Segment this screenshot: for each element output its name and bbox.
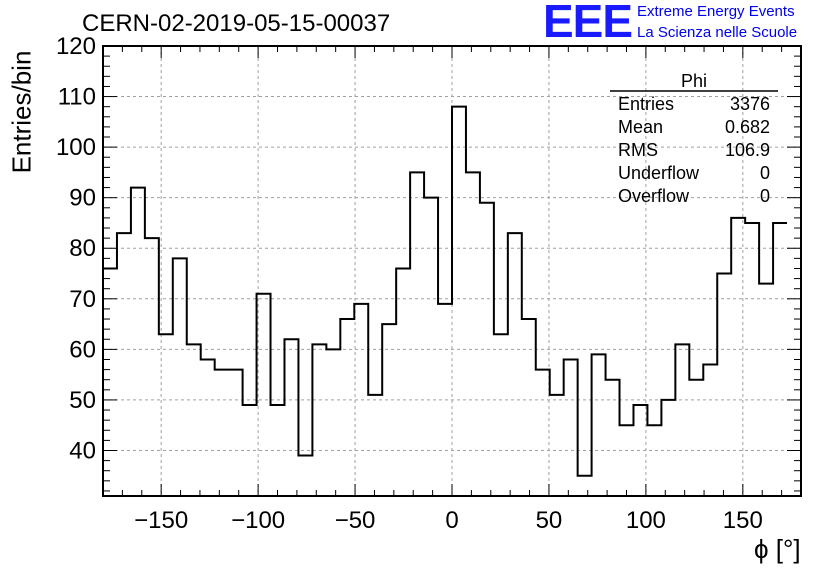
histogram-bin — [731, 218, 745, 496]
stats-box: Phi Entries 3376 Mean 0.682 RMS 106.9 Underflow… — [610, 71, 778, 206]
x-tick-label: −100 — [231, 507, 285, 534]
histogram-outline — [103, 105, 788, 477]
histogram-bin — [661, 400, 675, 496]
histogram-bin — [717, 274, 731, 496]
histogram-bin — [201, 359, 215, 496]
histogram-bin — [424, 198, 438, 496]
histogram-bin — [494, 334, 508, 496]
x-tick-label: −50 — [335, 507, 376, 534]
histogram-bin — [522, 319, 536, 496]
histogram-bin — [117, 233, 131, 496]
histogram-bin — [243, 405, 257, 496]
x-tick-label: 150 — [723, 507, 763, 534]
histogram-bin — [647, 425, 661, 496]
y-tick-label: 100 — [56, 134, 96, 161]
stats-label: Overflow — [618, 186, 690, 206]
x-tick-label: −150 — [134, 507, 188, 534]
histogram-bin — [271, 405, 285, 496]
histogram-bin — [382, 324, 396, 496]
histogram-bin — [689, 380, 703, 496]
x-tick-labels: −150 −100 −50 0 50 100 150 — [134, 507, 763, 534]
stats-name: Phi — [681, 71, 707, 91]
x-tick-label: 50 — [536, 507, 563, 534]
x-axis-label: ϕ [°] — [754, 534, 801, 564]
histogram-bin — [103, 268, 117, 496]
stats-label: Underflow — [618, 163, 700, 183]
histogram-bin — [396, 268, 410, 496]
histogram-bin — [452, 107, 466, 496]
stats-value: 3376 — [730, 94, 770, 114]
histogram-bin — [759, 284, 773, 496]
stats-value: 0 — [760, 163, 770, 183]
x-tick-label: 100 — [626, 507, 666, 534]
y-tick-label: 80 — [69, 235, 96, 262]
stats-label: RMS — [618, 140, 658, 160]
histogram-bin — [340, 319, 354, 496]
histogram-bin — [438, 304, 452, 496]
histogram-bin — [159, 334, 173, 496]
histogram-bin — [215, 370, 229, 496]
histogram-bin — [703, 365, 717, 496]
histogram-bin — [187, 344, 201, 496]
histogram-bin — [284, 339, 298, 496]
histogram-bin — [173, 258, 187, 496]
stats-value: 0 — [760, 186, 770, 206]
histogram-bin — [675, 344, 689, 496]
histogram-bin — [298, 456, 312, 496]
histogram-bin — [508, 233, 522, 496]
histogram-bin — [466, 172, 480, 496]
histogram-bin — [368, 395, 382, 496]
histogram-bin — [480, 203, 494, 496]
y-tick-label: 70 — [69, 286, 96, 313]
histogram-bin — [578, 476, 592, 496]
y-tick-label: 50 — [69, 387, 96, 414]
histogram-bin — [257, 294, 271, 496]
histogram-bin — [633, 405, 647, 496]
histogram-bin — [620, 425, 634, 496]
histogram-bin — [606, 380, 620, 496]
chart-title: CERN-02-2019-05-15-00037 — [82, 10, 391, 37]
y-tick-label: 110 — [58, 84, 96, 111]
histogram-bin — [564, 359, 578, 496]
histogram-bin — [229, 370, 243, 496]
histogram-bin — [536, 370, 550, 496]
y-tick-label: 40 — [69, 437, 96, 464]
y-tick-label: 120 — [56, 33, 96, 60]
histogram-bin — [326, 349, 340, 496]
stats-value: 106.9 — [725, 140, 770, 160]
histogram-bin — [550, 395, 564, 496]
histogram-bars — [103, 105, 788, 496]
histogram-bin — [354, 304, 368, 496]
histogram-bin — [745, 223, 759, 496]
histogram-bin — [410, 172, 424, 496]
stats-label: Mean — [618, 117, 663, 137]
x-tick-label: 0 — [445, 507, 458, 534]
histogram-bin — [773, 223, 787, 496]
logo-line-1: Extreme Energy Events — [637, 3, 795, 20]
histogram-bin — [592, 354, 606, 496]
eee-logo: EEE — [543, 0, 633, 47]
histogram-bin — [145, 238, 159, 496]
y-tick-label: 60 — [69, 336, 96, 363]
histogram-bin — [131, 188, 145, 496]
stats-label: Entries — [618, 94, 674, 114]
stats-value: 0.682 — [725, 117, 770, 137]
y-tick-labels: 40 50 60 70 80 90 100 110 120 — [56, 33, 96, 464]
logo-line-2: La Scienza nelle Scuole — [637, 24, 798, 41]
axis-ticks — [102, 45, 802, 496]
y-tick-label: 90 — [69, 185, 96, 212]
histogram-bin — [312, 344, 326, 496]
